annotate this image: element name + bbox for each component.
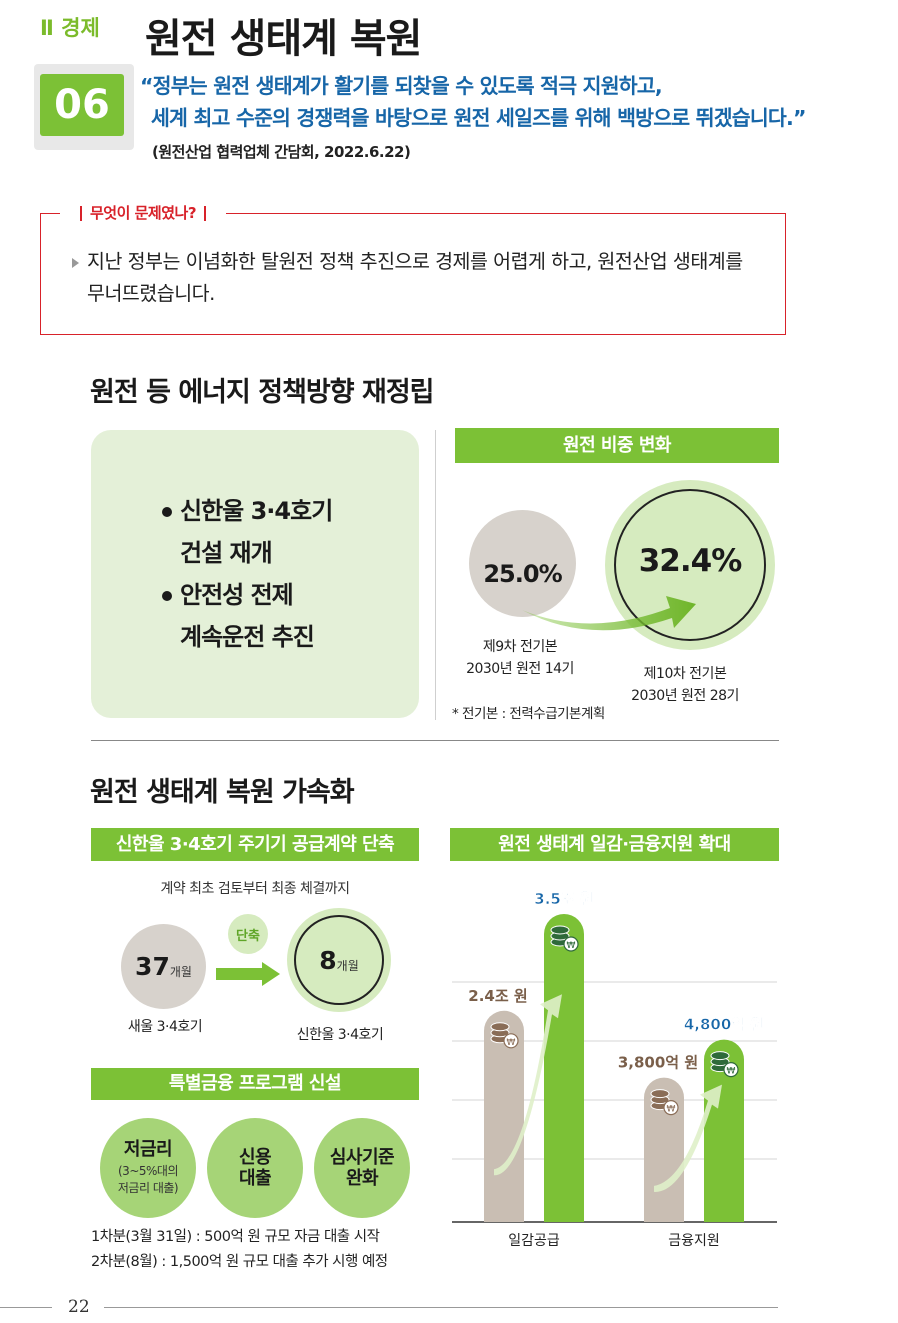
page-number: 22 (68, 1297, 90, 1317)
section2-title: 원전 생태계 복원 가속화 (90, 777, 355, 808)
share-footnote: * 전기본 : 전력수급기본계획 (452, 706, 605, 722)
data-label: 3.5조 원 (534, 890, 593, 908)
contract-subtitle: 계약 최초 검토부터 최종 체결까지 (160, 881, 350, 897)
finance-item-low-rate: 저금리 (3~5%대의 저금리 대출) (100, 1118, 196, 1218)
vertical-divider (435, 430, 436, 720)
president-quote: “정부는 원전 생태계가 활기를 되찾을 수 있도록 적극 지원하고, 세계 최… (140, 70, 840, 134)
finance-item-credit-loan: 신용 대출 (207, 1118, 303, 1218)
before-months-circle: 37 개월 (121, 924, 206, 1009)
growth-arrow-icon (494, 994, 562, 1176)
coin-stack-icon: ₩ (490, 1022, 519, 1049)
before-months-number: 37 (135, 952, 170, 981)
after-months-number: 8 (319, 945, 337, 975)
after-circle-ring: 32.4% (614, 489, 766, 641)
before-months-unit: 개월 (169, 965, 192, 979)
problem-label-wrap: 무엇이 문제였나? (60, 202, 227, 223)
triangle-bullet-icon (72, 257, 79, 268)
contract-header: 신한울 3·4호기 주기기 공급계약 단축 (91, 828, 419, 861)
svg-text:₩: ₩ (727, 1067, 736, 1077)
bar-work-before (484, 1010, 524, 1222)
problem-label-bar-right (204, 206, 207, 221)
finance-header: 특별금융 프로그램 신설 (91, 1068, 419, 1100)
policy-list: 신한울 3·4호기 건설 재개 안전성 전제 계속운전 추진 (162, 490, 333, 658)
policy-item-sub: 건설 재개 (180, 539, 273, 567)
increase-arrow-icon (522, 596, 696, 631)
problem-box (40, 213, 786, 335)
after-months-caption: 신한울 3·4호기 (296, 1027, 384, 1043)
svg-text:₩: ₩ (667, 1105, 676, 1115)
after-months-circle: 8 개월 (294, 915, 384, 1005)
policy-item: 신한울 3·4호기 (162, 490, 333, 532)
before-circle: 25.0% (469, 510, 576, 617)
footer-line-right (104, 1307, 778, 1308)
after-months-unit: 개월 (336, 958, 359, 973)
chapter-number-badge: 06 (40, 74, 124, 136)
problem-text-line-2: 무너뜨렸습니다. (87, 282, 215, 305)
support-header: 원전 생태계 일감·금융지원 확대 (450, 828, 779, 861)
quote-source: (원전산업 협력업체 간담회, 2022.6.22) (152, 143, 411, 161)
policy-box (91, 430, 419, 718)
bar-work-after (544, 914, 584, 1222)
share-header: 원전 비중 변화 (455, 428, 779, 463)
svg-text:₩: ₩ (507, 1038, 516, 1048)
coin-stack-icon: ₩ (710, 1051, 739, 1078)
growth-arrow-icon (654, 1084, 722, 1192)
problem-text-line-1: 지난 정부는 이념화한 탈원전 정책 추진으로 경제를 어렵게 하고, 원전산업… (87, 250, 743, 273)
coin-stack-icon: ₩ (550, 925, 579, 952)
footer-line-left (0, 1307, 52, 1308)
problem-label-bar-left (80, 206, 82, 221)
problem-text: 지난 정부는 이념화한 탈원전 정책 추진으로 경제를 어렵게 하고, 원전산업… (72, 246, 762, 310)
quote-line-1: “정부는 원전 생태계가 활기를 되찾을 수 있도록 적극 지원하고, (140, 74, 663, 98)
policy-item-sub: 계속운전 추진 (180, 623, 315, 651)
finance-note-2: 2차분(8월) : 1,500억 원 규모 대출 추가 시행 예정 (91, 1254, 388, 1270)
finance-note-1: 1차분(3월 31일) : 500억 원 규모 자금 대출 시작 (91, 1229, 380, 1245)
shorten-badge: 단축 (228, 914, 268, 954)
bar-finance-after (704, 1039, 744, 1222)
x-tick-label: 금융지원 (668, 1233, 720, 1249)
bullet-dot-icon (162, 507, 172, 517)
x-tick-label: 일감공급 (508, 1233, 560, 1249)
bullet-dot-icon (162, 591, 172, 601)
after-share-value: 32.4% (638, 543, 743, 579)
finance-item-screening: 심사기준 완화 (314, 1118, 410, 1218)
data-label: 3,800억 원 (618, 1054, 698, 1072)
section1-title: 원전 등 에너지 정책방향 재정립 (90, 377, 435, 408)
svg-text:₩: ₩ (567, 941, 576, 951)
before-share-value: 25.0% (483, 559, 562, 588)
policy-item: 안전성 전제 (162, 574, 332, 616)
section-label: Ⅱ 경제 (40, 16, 100, 40)
data-label: 2.4조 원 (468, 987, 527, 1005)
problem-label: 무엇이 문제였나? (90, 204, 197, 222)
after-caption: 제10차 전기본 2030년 원전 28기 (631, 666, 739, 704)
quote-line-2: 세계 최고 수준의 경쟁력을 바탕으로 원전 세일즈를 위해 백방으로 뛰겠습니… (151, 106, 806, 130)
right-arrow-icon (216, 962, 280, 986)
data-label: 4,800억 원 (684, 1016, 764, 1034)
page-title: 원전 생태계 복원 (145, 16, 422, 62)
before-months-caption: 새울 3·4호기 (127, 1019, 203, 1035)
coin-stack-icon: ₩ (650, 1089, 679, 1116)
before-caption: 제9차 전기본 2030년 원전 14기 (466, 639, 574, 677)
section-divider (91, 740, 779, 741)
